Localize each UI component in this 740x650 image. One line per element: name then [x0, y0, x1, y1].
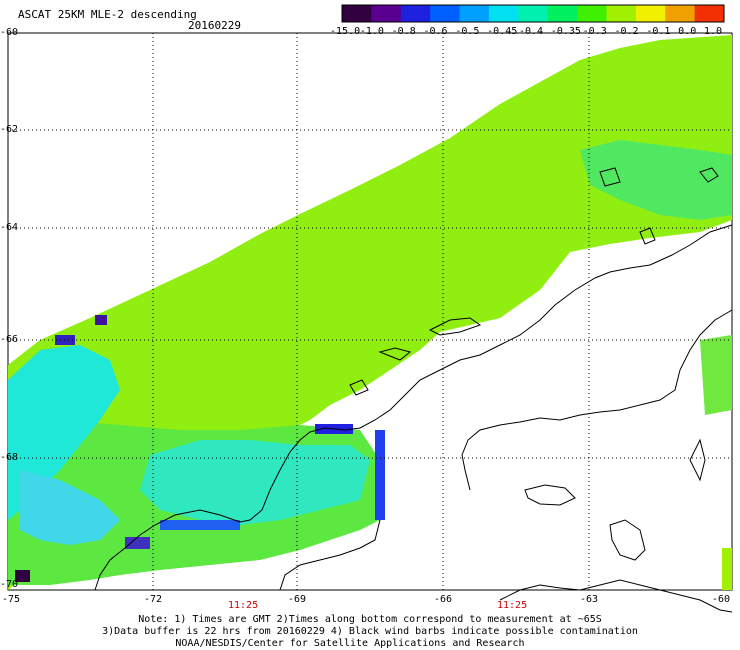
colorbar-tick-label: -0.2 — [614, 26, 639, 37]
footer-note-3: NOAA/NESDIS/Center for Satellite Applica… — [175, 638, 525, 649]
graticule — [8, 33, 732, 590]
blue-pixel-6 — [375, 430, 385, 520]
map-frame — [7, 32, 733, 591]
colorbar-tick-label: -0.8 — [391, 26, 416, 37]
colorbar-tick-label: -0.4 — [519, 26, 544, 37]
swath-field — [8, 35, 732, 590]
colorbar-tick-label: -15.0 — [330, 26, 361, 37]
dark-pixel — [15, 570, 30, 582]
island-6 — [378, 347, 412, 361]
colorbar-swatches — [341, 4, 725, 23]
island-8 — [639, 227, 656, 245]
peninsula-coast — [239, 224, 733, 523]
lon-label-63: -63 — [580, 594, 599, 605]
colorbar-swatch — [518, 5, 549, 22]
island-2 — [609, 519, 646, 561]
blue-pixel-2 — [160, 520, 240, 530]
colorbar-swatch — [606, 5, 637, 22]
colorbar-swatch — [430, 5, 461, 22]
lon-label-75: -75 — [2, 594, 21, 605]
blue-pixel-3 — [125, 537, 150, 549]
swath-cyan-south — [20, 470, 120, 545]
colorbar-tick-label: -0.45 — [487, 26, 518, 37]
colorbar-tick-label: -0.6 — [423, 26, 448, 37]
colorbar-swatch — [665, 5, 696, 22]
lon-label-66: -66 — [434, 594, 453, 605]
colorbar-swatch — [459, 5, 490, 22]
colorbar-swatch — [342, 5, 372, 22]
lat-label-66: -66 — [0, 334, 19, 345]
footer-note-1: Note: 1) Times are GMT 2)Times along bot… — [138, 614, 602, 625]
colorbar-tick-label: -1.0 — [359, 26, 384, 37]
colorbar-swatch — [371, 5, 402, 22]
alexander-island — [279, 519, 381, 591]
lon-label-60: -60 — [712, 594, 731, 605]
colorbar-tick-label: -0.35 — [550, 26, 581, 37]
colorbar-tick-label: -0.3 — [582, 26, 607, 37]
footer-note-2: 3)Data buffer is 22 hrs from 20160229 4)… — [102, 626, 638, 637]
lon-label-69: -69 — [288, 594, 307, 605]
south-coast — [94, 509, 241, 591]
lat-label-68: -68 — [0, 452, 19, 463]
land-outlines — [94, 167, 733, 613]
colorbar-tick-label: 0.0 — [678, 26, 697, 37]
inland-ridge — [499, 579, 733, 613]
ice-shelf-coast — [461, 309, 733, 491]
time-label-east: 11:25 — [497, 600, 528, 611]
colorbar-swatch — [635, 5, 666, 22]
lat-label-70: -70 — [0, 579, 19, 590]
swath-cyan-mid — [140, 440, 370, 525]
colorbar-swatch — [400, 5, 431, 22]
colorbar-border — [341, 4, 725, 23]
colorbar-tick-label: -0.1 — [646, 26, 671, 37]
lat-label-62: -62 — [0, 124, 19, 135]
product-title: ASCAT 25KM MLE-2 descending — [18, 8, 197, 21]
colorbar-swatch — [577, 5, 607, 22]
swath-se — [722, 548, 732, 590]
product-date: 20160229 — [188, 19, 241, 32]
colorbar-tick-label: 1.0 — [704, 26, 723, 37]
lat-label-64: -64 — [0, 222, 19, 233]
island-1 — [524, 484, 576, 506]
swath-east — [700, 335, 732, 415]
colorbar-swatch — [547, 5, 578, 22]
swath-ne-patch — [580, 140, 732, 220]
colorbar-swatch — [488, 5, 519, 22]
island-7 — [349, 379, 369, 396]
island-9 — [689, 438, 706, 482]
colorbar-tick-label: -0.5 — [455, 26, 480, 37]
time-label-west: 11:25 — [228, 600, 259, 611]
colorbar-swatch — [694, 5, 725, 22]
island-3 — [699, 167, 719, 183]
island-5 — [428, 317, 482, 336]
island-4 — [599, 167, 621, 187]
lon-label-72: -72 — [144, 594, 163, 605]
blue-pixel-5 — [95, 315, 107, 325]
lat-label-60: -60 — [0, 27, 19, 38]
